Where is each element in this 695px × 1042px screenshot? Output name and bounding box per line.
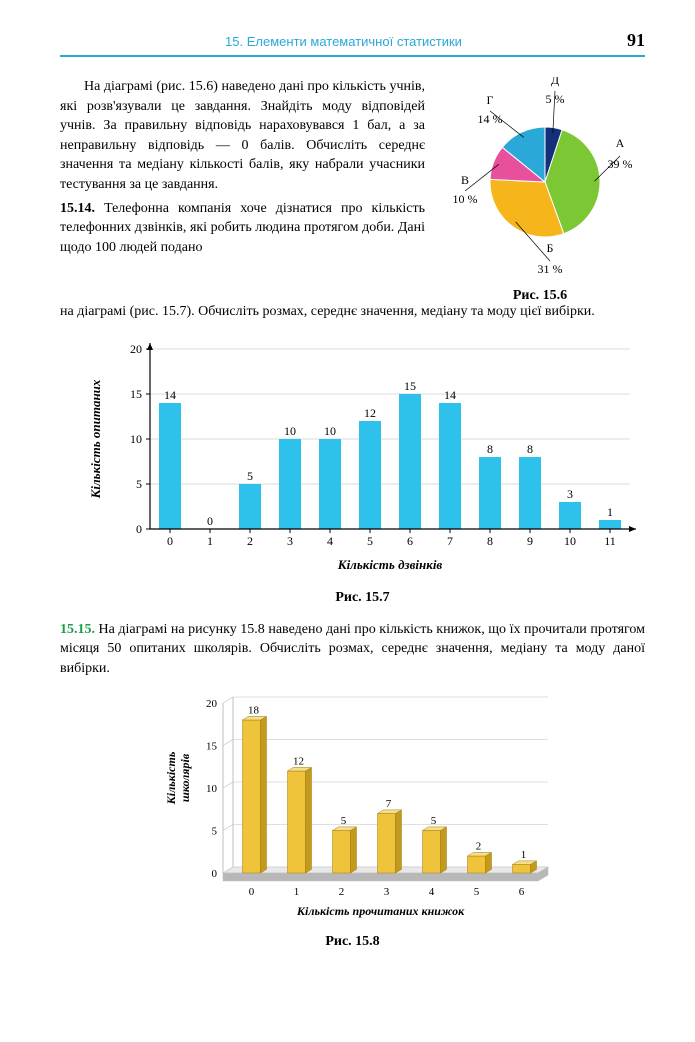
svg-text:5: 5 [340,815,346,827]
bar3d-6 [512,865,530,874]
bar3d-5 [467,856,485,873]
svg-text:20: 20 [206,698,218,710]
svg-text:6: 6 [407,534,413,548]
svg-text:10: 10 [324,424,336,438]
svg-text:4: 4 [327,534,333,548]
svg-text:Кількість прочитаних книжок: Кількість прочитаних книжок [295,904,464,918]
task-14-number: 15.14. [60,201,95,216]
svg-text:3: 3 [567,487,573,501]
pie-pct-Г: 14 % [478,112,503,126]
svg-text:2: 2 [247,534,253,548]
svg-text:15: 15 [404,379,416,393]
page-number: 91 [627,30,645,51]
header-title: 15. Елементи математичної статистики [60,34,627,49]
svg-text:18: 18 [248,705,260,717]
svg-text:1: 1 [520,849,526,861]
svg-text:14: 14 [164,388,176,402]
svg-text:0: 0 [207,514,213,528]
svg-text:12: 12 [293,756,304,768]
svg-text:15: 15 [206,741,218,753]
bar-10 [559,502,581,529]
svg-text:Кількість опитаних: Кількість опитаних [88,379,103,499]
svg-text:10: 10 [206,783,218,795]
svg-text:9: 9 [527,534,533,548]
figure-caption-bar3d: Рис. 15.8 [153,934,553,950]
bar-4 [319,439,341,529]
svg-text:12: 12 [364,406,376,420]
svg-text:4: 4 [428,886,434,898]
svg-text:8: 8 [487,442,493,456]
svg-text:0: 0 [248,886,254,898]
bar3d-3 [377,814,395,874]
svg-text:0: 0 [136,522,142,536]
task-14-text-start: Телефонна компанія хоче дізнатися про кі… [60,201,425,255]
bar3d-chart: 051015201801215273542516Кількістьшколярі… [153,688,553,928]
bar-8 [479,457,501,529]
svg-text:14: 14 [444,388,456,402]
bar-5 [359,421,381,529]
pie-pct-А: 39 % [608,157,633,171]
task-14-text-end: на діаграмі (рис. 15.7). Обчисліть розма… [60,304,595,319]
svg-text:20: 20 [130,342,142,356]
svg-text:3: 3 [287,534,293,548]
pie-pct-В: 10 % [453,192,478,206]
svg-text:15: 15 [130,387,142,401]
svg-text:1: 1 [607,505,613,519]
svg-text:2: 2 [475,841,481,853]
svg-text:7: 7 [447,534,453,548]
bar3d-4 [422,831,440,874]
svg-text:5: 5 [247,469,253,483]
svg-text:10: 10 [130,432,142,446]
pie-label-Г: Г [487,93,494,107]
paragraph-1: На діаграмі (рис. 15.6) наведено дані пр… [60,77,425,195]
svg-text:8: 8 [487,534,493,548]
page-header: 15. Елементи математичної статистики 91 [60,30,645,57]
pie-label-В: В [461,173,469,187]
svg-text:6: 6 [518,886,524,898]
figure-caption-bar: Рис. 15.7 [80,590,645,606]
svg-text:10: 10 [284,424,296,438]
svg-text:10: 10 [564,534,576,548]
svg-text:5: 5 [430,815,436,827]
svg-text:5: 5 [211,826,217,838]
svg-text:8: 8 [527,442,533,456]
pie-pct-Д: 5 % [546,92,565,106]
task-15-text: На діаграмі на рисунку 15.8 наведено дан… [60,622,645,676]
bar-6 [399,394,421,529]
svg-text:0: 0 [211,868,217,880]
task-15-number: 15.15. [60,622,95,637]
svg-text:7: 7 [385,798,391,810]
svg-text:5: 5 [473,886,479,898]
svg-text:5: 5 [367,534,373,548]
svg-text:0: 0 [167,534,173,548]
pie-chart: Д 5 % А 39 % Б 31 % В 10 % Г 14 % [435,77,645,277]
svg-text:11: 11 [604,534,616,548]
svg-text:1: 1 [293,886,299,898]
svg-text:2: 2 [338,886,344,898]
bar-0 [159,403,181,529]
bar-7 [439,403,461,529]
svg-text:Кількістьшколярів: Кількістьшколярів [164,752,192,806]
bar-3 [279,439,301,529]
svg-text:5: 5 [136,477,142,491]
pie-label-Д: Д [551,77,559,87]
bar3d-1 [287,771,305,873]
svg-text:1: 1 [207,534,213,548]
pie-label-Б: Б [547,241,554,255]
bar3d-2 [332,831,350,874]
bar-11 [599,520,621,529]
svg-text:3: 3 [383,886,389,898]
bar-9 [519,457,541,529]
bar-chart: 0510152014001521031041251561478889310111… [80,334,640,584]
bar3d-0 [242,720,260,873]
pie-label-А: А [616,136,625,150]
pie-pct-Б: 31 % [538,262,563,276]
bar-2 [239,484,261,529]
svg-text:Кількість дзвінків: Кількість дзвінків [337,557,443,572]
